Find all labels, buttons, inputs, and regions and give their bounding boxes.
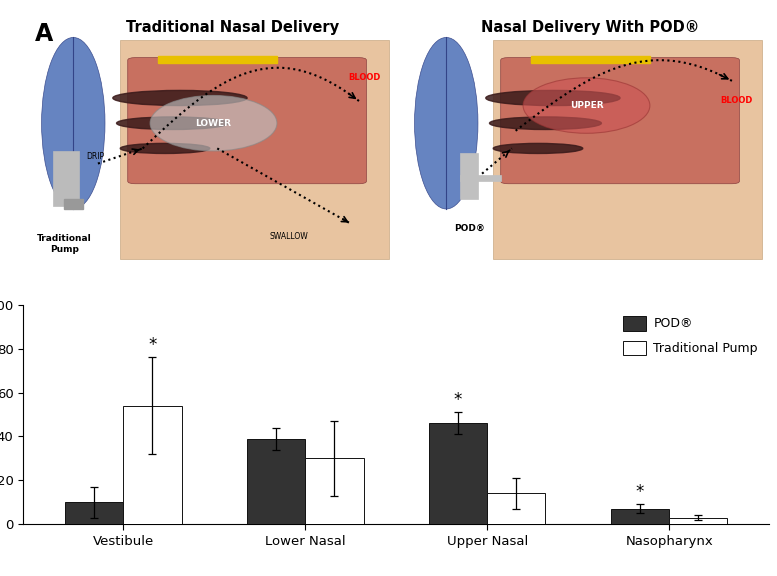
Ellipse shape bbox=[117, 117, 228, 130]
Bar bbox=[65, 502, 124, 524]
Ellipse shape bbox=[120, 143, 210, 153]
Text: DRIP: DRIP bbox=[87, 151, 105, 161]
Text: Nasal Delivery With POD®: Nasal Delivery With POD® bbox=[481, 20, 699, 35]
Ellipse shape bbox=[486, 90, 620, 105]
Text: *: * bbox=[454, 391, 462, 409]
Bar bbox=[460, 175, 500, 181]
Bar bbox=[531, 56, 650, 63]
Bar bbox=[64, 199, 83, 209]
Bar bbox=[487, 494, 545, 524]
FancyBboxPatch shape bbox=[500, 58, 740, 184]
Text: BLOOD: BLOOD bbox=[721, 96, 753, 105]
Bar bbox=[124, 406, 182, 524]
Bar bbox=[305, 458, 364, 524]
Text: UPPER: UPPER bbox=[570, 101, 603, 110]
Bar bbox=[247, 439, 305, 524]
FancyBboxPatch shape bbox=[127, 58, 367, 184]
Bar bbox=[460, 153, 479, 199]
Ellipse shape bbox=[150, 96, 277, 151]
Text: Traditional Nasal Delivery: Traditional Nasal Delivery bbox=[126, 20, 339, 35]
Bar bbox=[669, 518, 727, 524]
Ellipse shape bbox=[523, 78, 650, 133]
Bar bbox=[429, 423, 487, 524]
Ellipse shape bbox=[113, 90, 247, 105]
Ellipse shape bbox=[493, 143, 583, 153]
Text: SWALLOW: SWALLOW bbox=[270, 232, 308, 241]
Text: Traditional
Pump: Traditional Pump bbox=[37, 234, 92, 253]
Ellipse shape bbox=[415, 37, 478, 209]
FancyBboxPatch shape bbox=[493, 40, 761, 259]
Text: A: A bbox=[34, 22, 53, 46]
Legend: POD®, Traditional Pump: POD®, Traditional Pump bbox=[618, 311, 763, 360]
FancyBboxPatch shape bbox=[120, 40, 388, 259]
Text: BLOOD: BLOOD bbox=[348, 73, 380, 82]
Text: POD®: POD® bbox=[454, 224, 485, 233]
Text: *: * bbox=[148, 336, 157, 354]
Text: *: * bbox=[636, 483, 644, 501]
Text: LOWER: LOWER bbox=[196, 119, 232, 128]
Ellipse shape bbox=[42, 37, 105, 209]
Bar bbox=[53, 151, 79, 206]
Ellipse shape bbox=[490, 117, 601, 130]
Bar bbox=[611, 509, 669, 524]
Bar bbox=[158, 56, 277, 63]
